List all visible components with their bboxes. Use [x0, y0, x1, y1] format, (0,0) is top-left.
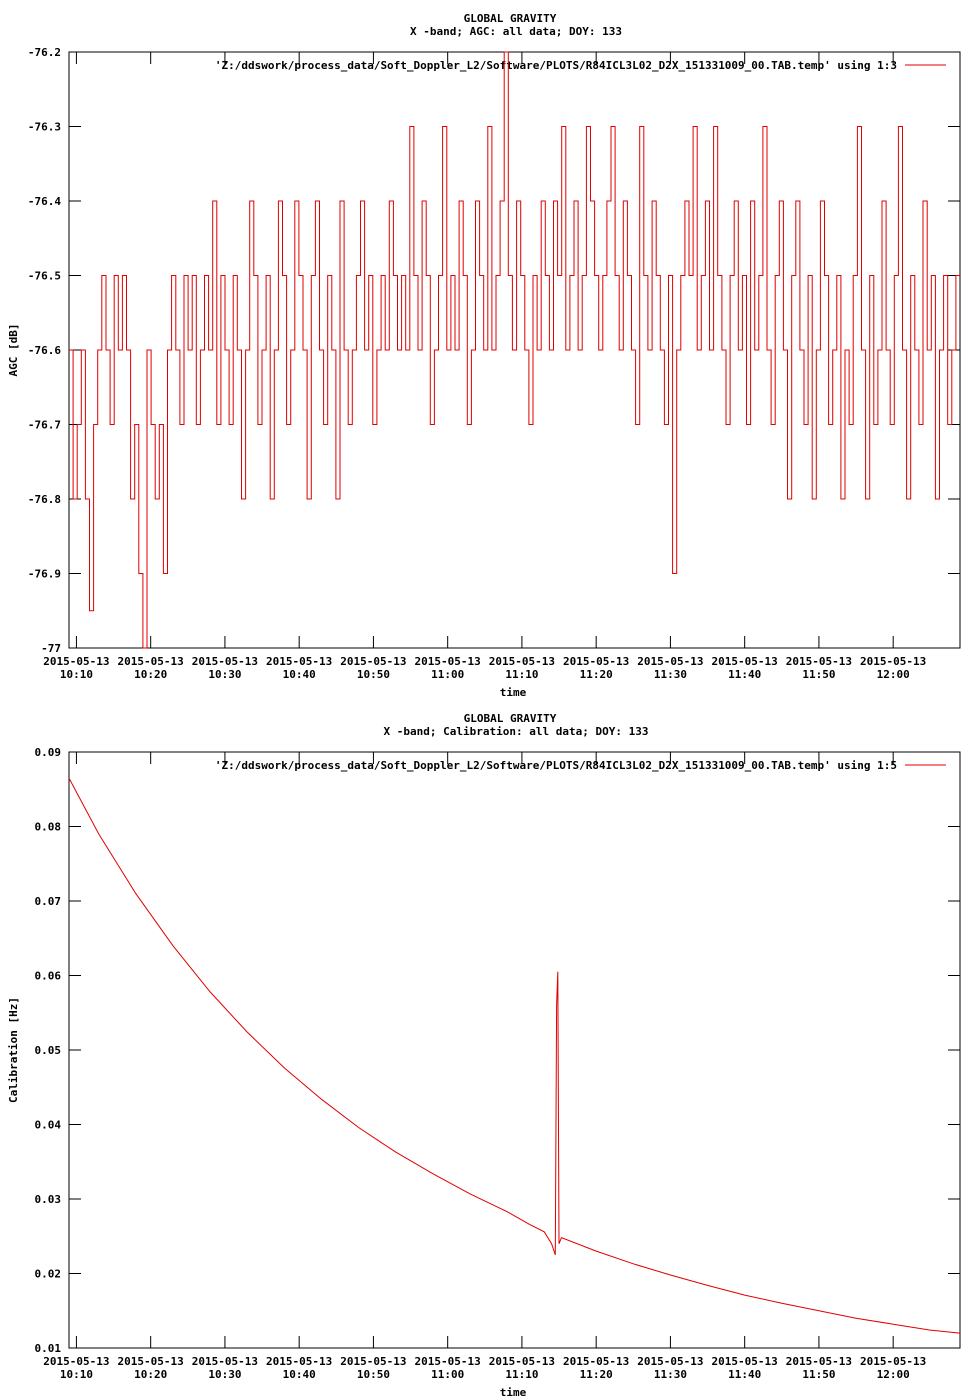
- x-tick-date-label: 2015-05-13: [489, 1355, 555, 1368]
- chart-title: GLOBAL GRAVITY: [464, 12, 557, 25]
- x-tick-date-label: 2015-05-13: [712, 655, 778, 668]
- x-tick-time-label: 12:00: [877, 668, 910, 681]
- chart-subtitle: X -band; AGC: all data; DOY: 133: [410, 25, 622, 38]
- y-tick-label: 0.02: [35, 1268, 62, 1281]
- x-tick-time-label: 10:30: [208, 1368, 241, 1381]
- x-axis: 2015-05-1310:102015-05-1310:202015-05-13…: [43, 52, 926, 681]
- x-tick-date-label: 2015-05-13: [192, 655, 258, 668]
- chart-title: GLOBAL GRAVITY: [464, 712, 557, 725]
- x-tick-date-label: 2015-05-13: [563, 1355, 629, 1368]
- y-tick-label: -76.9: [28, 568, 61, 581]
- x-tick-time-label: 10:40: [283, 668, 316, 681]
- x-tick-date-label: 2015-05-13: [637, 1355, 703, 1368]
- x-tick-time-label: 11:00: [431, 1368, 464, 1381]
- x-tick-time-label: 11:40: [728, 1368, 761, 1381]
- x-tick-date-label: 2015-05-13: [118, 655, 184, 668]
- x-tick-time-label: 10:20: [134, 1368, 167, 1381]
- x-tick-time-label: 11:10: [505, 1368, 538, 1381]
- x-tick-time-label: 10:30: [208, 668, 241, 681]
- x-tick-time-label: 10:50: [357, 1368, 390, 1381]
- x-tick-date-label: 2015-05-13: [712, 1355, 778, 1368]
- legend-label: 'Z:/ddswork/process_data/Soft_Doppler_L2…: [215, 59, 897, 72]
- x-tick-date-label: 2015-05-13: [192, 1355, 258, 1368]
- x-tick-time-label: 10:10: [60, 1368, 93, 1381]
- x-tick-date-label: 2015-05-13: [43, 655, 109, 668]
- x-tick-time-label: 11:50: [802, 668, 835, 681]
- y-tick-label: 0.07: [35, 895, 62, 908]
- x-tick-time-label: 11:40: [728, 668, 761, 681]
- y-tick-label: 0.06: [35, 970, 62, 983]
- legend-label: 'Z:/ddswork/process_data/Soft_Doppler_L2…: [215, 759, 897, 772]
- plot-frame: [68, 751, 961, 1349]
- y-tick-label: 0.09: [35, 746, 62, 759]
- y-tick-label: -76.7: [28, 419, 61, 432]
- x-tick-time-label: 10:50: [357, 668, 390, 681]
- x-tick-date-label: 2015-05-13: [266, 1355, 332, 1368]
- x-tick-date-label: 2015-05-13: [563, 655, 629, 668]
- x-tick-date-label: 2015-05-13: [118, 1355, 184, 1368]
- x-tick-date-label: 2015-05-13: [340, 655, 406, 668]
- y-axis-label: Calibration [Hz]: [7, 997, 20, 1103]
- y-tick-label: 0.08: [35, 821, 62, 834]
- x-tick-date-label: 2015-05-13: [266, 655, 332, 668]
- x-tick-time-label: 11:30: [654, 1368, 687, 1381]
- y-axis: 0.09 0.08 0.07 0.06 0.05 0.04 0.03 0.02 0.01: [35, 746, 960, 1355]
- y-tick-label: 0.04: [35, 1119, 62, 1132]
- x-tick-time-label: 11:20: [580, 1368, 613, 1381]
- x-tick-time-label: 11:20: [580, 668, 613, 681]
- x-tick-time-label: 10:10: [60, 668, 93, 681]
- x-tick-date-label: 2015-05-13: [415, 655, 481, 668]
- x-tick-time-label: 12:00: [877, 1368, 910, 1381]
- x-tick-date-label: 2015-05-13: [637, 655, 703, 668]
- y-tick-label: -76.3: [28, 121, 61, 134]
- y-tick-label: -76.6: [28, 344, 61, 357]
- x-axis-label: time: [500, 686, 527, 699]
- x-tick-date-label: 2015-05-13: [860, 1355, 926, 1368]
- y-tick-label: -76.2: [28, 46, 61, 59]
- y-tick-label: -76.5: [28, 270, 61, 283]
- x-tick-time-label: 11:00: [431, 668, 464, 681]
- y-tick-label: 0.05: [35, 1044, 62, 1057]
- x-axis-label: time: [500, 1386, 527, 1399]
- calibration-chart: GLOBAL GRAVITY X -band; Calibration: all…: [7, 712, 961, 1399]
- agc-series-line: [69, 51, 960, 649]
- y-tick-label: -77: [41, 642, 61, 655]
- x-tick-date-label: 2015-05-13: [43, 1355, 109, 1368]
- y-tick-label: 0.03: [35, 1193, 62, 1206]
- legend: 'Z:/ddswork/process_data/Soft_Doppler_L2…: [215, 759, 946, 772]
- x-axis: 2015-05-1310:102015-05-1310:202015-05-13…: [43, 752, 926, 1381]
- agc-chart: GLOBAL GRAVITY X -band; AGC: all data; D…: [7, 12, 961, 699]
- x-tick-time-label: 10:40: [283, 1368, 316, 1381]
- y-tick-label: -76.4: [28, 195, 61, 208]
- y-tick-label: -76.8: [28, 493, 61, 506]
- x-tick-date-label: 2015-05-13: [489, 655, 555, 668]
- x-tick-date-label: 2015-05-13: [860, 655, 926, 668]
- y-axis-label: AGC [dB]: [7, 324, 20, 377]
- x-tick-time-label: 11:10: [505, 668, 538, 681]
- x-tick-time-label: 11:30: [654, 668, 687, 681]
- x-tick-time-label: 10:20: [134, 668, 167, 681]
- x-tick-time-label: 11:50: [802, 1368, 835, 1381]
- y-axis: -76.2 -76.3 -76.4 -76.5 -76.6 -76.7 -76.8 -76.9…: [28, 46, 960, 655]
- calibration-series-line: [68, 777, 961, 1334]
- x-tick-date-label: 2015-05-13: [340, 1355, 406, 1368]
- x-tick-date-label: 2015-05-13: [786, 655, 852, 668]
- x-tick-date-label: 2015-05-13: [786, 1355, 852, 1368]
- x-tick-date-label: 2015-05-13: [415, 1355, 481, 1368]
- chart-subtitle: X -band; Calibration: all data; DOY: 133: [384, 725, 649, 738]
- y-tick-label: 0.01: [35, 1342, 62, 1355]
- legend: 'Z:/ddswork/process_data/Soft_Doppler_L2…: [215, 59, 946, 72]
